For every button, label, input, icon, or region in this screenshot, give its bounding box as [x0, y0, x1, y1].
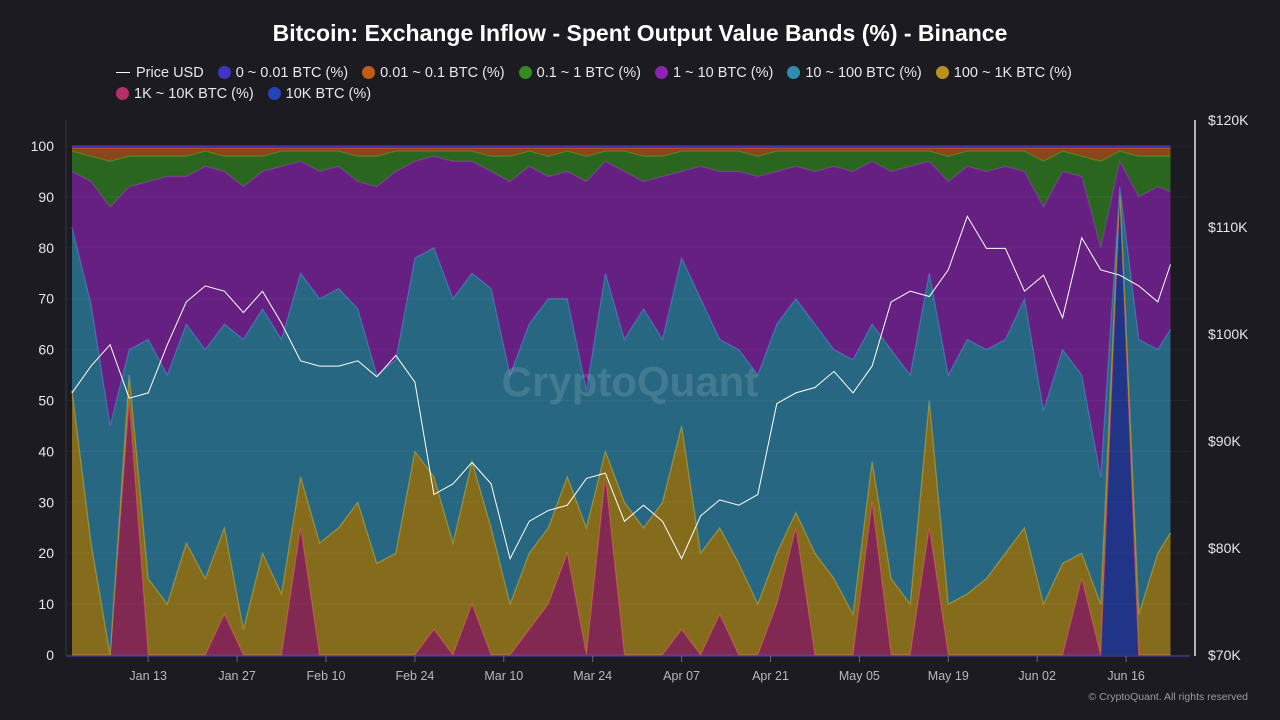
legend-swatch [267, 87, 281, 100]
legend-label: 1K ~ 10K BTC (%) [134, 85, 254, 102]
x-tick-label: Apr 21 [752, 669, 789, 683]
y-right-tick-label: $90K [1208, 433, 1241, 449]
price-line-swatch [116, 71, 130, 74]
x-tick-label: Jun 16 [1107, 669, 1145, 683]
y-left-tick-label: 80 [38, 240, 54, 256]
legend-swatch [935, 66, 949, 79]
area-series-2 [72, 186, 1171, 655]
x-tick-label: Feb 24 [395, 669, 434, 683]
legend-swatch [116, 87, 129, 100]
legend-item-0.01-0.1[interactable]: 0.01 ~ 0.1 BTC (%) [362, 65, 505, 81]
y-left-tick-label: 50 [38, 393, 54, 409]
x-tick-label: Mar 10 [484, 669, 523, 683]
y-left-tick-label: 40 [38, 443, 54, 459]
legend-swatch [787, 66, 801, 79]
copyright: © CryptoQuant. All rights reserved [1088, 691, 1248, 703]
x-tick-label: May 19 [928, 669, 969, 683]
y-left-tick-label: 30 [38, 494, 54, 510]
legend-item-1k-10k[interactable]: 1K ~ 10K BTC (%) [116, 86, 254, 102]
x-tick-label: Apr 07 [663, 669, 700, 683]
legend-item-price[interactable]: Price USD [116, 65, 204, 81]
legend-label: Price USD [136, 64, 204, 81]
y-left-tick-label: 20 [38, 545, 54, 561]
legend-item-0.1-1[interactable]: 0.1 ~ 1 BTC (%) [518, 64, 641, 81]
legend-item-100-1k[interactable]: 100 ~ 1K BTC (%) [935, 64, 1072, 81]
y-right-tick-label: $110K [1208, 219, 1248, 235]
area-series-4 [72, 156, 1171, 477]
x-tick-label: Mar 24 [573, 669, 612, 683]
legend-label: 0 ~ 0.01 BTC (%) [235, 64, 349, 81]
x-tick-label: Jan 27 [218, 669, 256, 683]
legend-item-10-100[interactable]: 10 ~ 100 BTC (%) [787, 64, 922, 81]
y-right-tick-label: $100K [1208, 326, 1249, 342]
x-tick-label: Jun 02 [1018, 669, 1056, 683]
watermark: CryptoQuant [502, 358, 759, 405]
area-series-6 [72, 148, 1171, 162]
legend-label: 10 ~ 100 BTC (%) [805, 64, 922, 81]
y-left-tick-label: 10 [38, 596, 54, 612]
legend-swatch [654, 66, 668, 79]
legend-item-1-10[interactable]: 1 ~ 10 BTC (%) [654, 64, 774, 81]
legend-swatch [217, 66, 231, 79]
x-tick-label: Jan 13 [129, 669, 167, 683]
y-right-tick-label: $70K [1208, 647, 1241, 663]
legend-item-10k[interactable]: 10K BTC (%) [267, 85, 372, 102]
area-series-3 [72, 186, 1171, 655]
y-left-tick-label: 0 [46, 647, 54, 663]
x-tick-label: May 05 [839, 669, 880, 683]
price-line [71, 215, 1171, 561]
legend-label: 0.01 ~ 0.1 BTC (%) [380, 64, 505, 81]
x-tick-label: Feb 10 [307, 669, 346, 683]
y-right-tick-label: $80K [1208, 540, 1241, 556]
legend: Price USD 0 ~ 0.01 BTC (%) 0.01 ~ 0.1 BT… [116, 62, 1196, 104]
legend-label: 1 ~ 10 BTC (%) [672, 64, 774, 81]
legend-label: 0.1 ~ 1 BTC (%) [536, 64, 641, 81]
legend-swatch [518, 66, 532, 79]
legend-label: 100 ~ 1K BTC (%) [953, 64, 1072, 81]
chart-title: Bitcoin: Exchange Inflow - Spent Output … [272, 20, 1008, 46]
y-left-tick-label: 100 [31, 138, 55, 154]
legend-label: 10K BTC (%) [285, 85, 372, 102]
y-left-tick-label: 70 [38, 291, 54, 307]
y-left-tick-label: 90 [38, 189, 54, 205]
y-left-tick-label: 60 [38, 342, 54, 358]
legend-swatch [362, 66, 376, 79]
legend-item-0-0.01[interactable]: 0 ~ 0.01 BTC (%) [217, 64, 349, 81]
area-series-5 [72, 151, 1171, 248]
y-right-tick-label: $120K [1208, 112, 1249, 128]
